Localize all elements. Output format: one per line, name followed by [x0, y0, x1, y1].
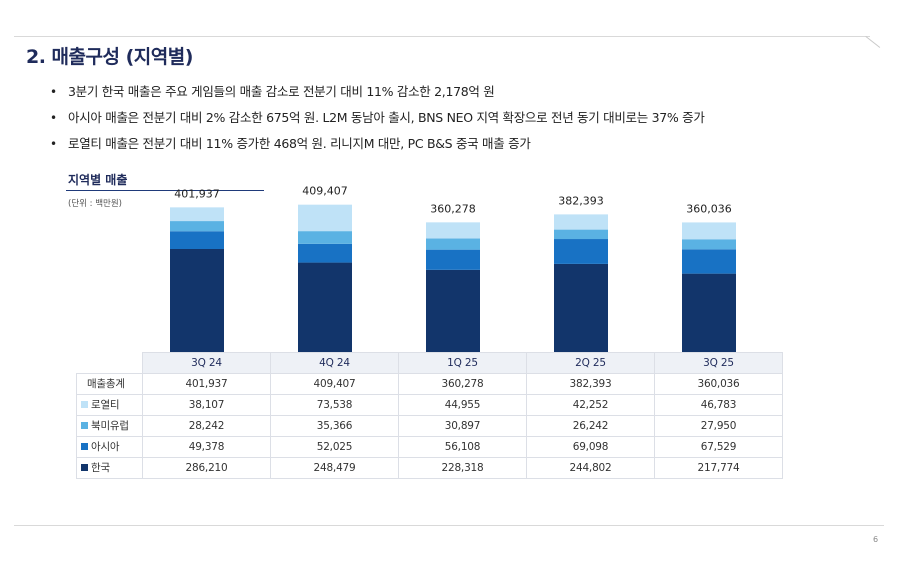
bar-segment-아시아	[682, 249, 736, 274]
table-cell: 56,108	[398, 435, 527, 458]
table-cell: 409,407	[270, 372, 399, 395]
bar-segment-아시아	[426, 249, 480, 270]
table-header-cell: 3Q 25	[654, 352, 783, 374]
stacked-bar-chart: 401,937 409,407 360,278 382,393 360,036	[170, 185, 736, 352]
table-cell: 248,479	[270, 456, 399, 479]
bar-total-label: 360,036	[686, 202, 732, 215]
bar-segment-한국	[298, 262, 352, 352]
table-cell: 42,252	[526, 393, 655, 416]
row-label-text: 로열티	[91, 399, 120, 411]
row-label-text: 아시아	[91, 441, 120, 453]
bar-segment-로열티	[554, 214, 608, 230]
table-cell: 38,107	[142, 393, 271, 416]
table-cell: 27,950	[654, 414, 783, 437]
legend-swatch	[81, 401, 88, 408]
bar-segment-한국	[554, 263, 608, 352]
table-header-row: 3Q 24 4Q 24 1Q 25 2Q 25 3Q 25	[77, 352, 783, 374]
table-cell: 35,366	[270, 414, 399, 437]
table-cell: 401,937	[142, 372, 271, 395]
table-cell: 28,242	[142, 414, 271, 437]
page-title: 2. 매출구성 (지역별)	[26, 46, 193, 68]
table-cell: 286,210	[142, 456, 271, 479]
table-cell: 244,802	[526, 456, 655, 479]
table-cell: 69,098	[526, 435, 655, 458]
table-row-label: 매출총계	[76, 372, 143, 395]
bar-total-label: 409,407	[302, 185, 348, 198]
table-cell: 228,318	[398, 456, 527, 479]
bar-total-label: 382,393	[558, 194, 604, 207]
bar-segment-로열티	[682, 222, 736, 240]
table-row: 북미유럽 28,242 35,366 30,897 26,242 27,950	[76, 414, 783, 437]
table-header-cell: 3Q 24	[142, 352, 271, 374]
bar-segment-북미유럽	[426, 238, 480, 250]
table-cell: 382,393	[526, 372, 655, 395]
summary-bullets: 3분기 한국 매출은 주요 게임들의 매출 감소로 전분기 대비 11% 감소한…	[50, 84, 705, 162]
bar-segment-아시아	[298, 243, 352, 263]
table-cell: 360,278	[398, 372, 527, 395]
bullet-item: 아시아 매출은 전분기 대비 2% 감소한 675억 원. L2M 동남아 출시…	[50, 110, 705, 136]
bar-segment-북미유럽	[298, 231, 352, 244]
bar-segment-한국	[682, 273, 736, 352]
table-cell: 44,955	[398, 393, 527, 416]
bar-segment-북미유럽	[554, 229, 608, 240]
table-row: 매출총계 401,937 409,407 360,278 382,393 360,036	[76, 372, 783, 395]
top-divider	[14, 36, 870, 37]
table-cell: 46,783	[654, 393, 783, 416]
legend-swatch	[81, 443, 88, 450]
table-row: 아시아 49,378 52,025 56,108 69,098 67,529	[76, 435, 783, 458]
table-cell: 73,538	[270, 393, 399, 416]
bar-total-label: 360,278	[430, 202, 476, 215]
bar-segment-한국	[170, 249, 224, 352]
table-header-cell: 4Q 24	[270, 352, 399, 374]
bar-segment-로열티	[298, 204, 352, 232]
bar-segment-북미유럽	[682, 239, 736, 250]
table-header-cell: 1Q 25	[398, 352, 527, 374]
chart-title-underline	[66, 190, 264, 191]
table-cell: 67,529	[654, 435, 783, 458]
bar-segment-아시아	[554, 239, 608, 264]
bar-segment-북미유럽	[170, 221, 224, 232]
row-label-text: 한국	[91, 462, 110, 474]
table-header-cell: 2Q 25	[526, 352, 655, 374]
table-row-label: 북미유럽	[76, 414, 143, 437]
table-row-label: 아시아	[76, 435, 143, 458]
table-row-label: 로열티	[76, 393, 143, 416]
bullet-item: 3분기 한국 매출은 주요 게임들의 매출 감소로 전분기 대비 11% 감소한…	[50, 84, 705, 110]
table-cell: 360,036	[654, 372, 783, 395]
table-row-label: 한국	[76, 456, 143, 479]
table-cell: 30,897	[398, 414, 527, 437]
row-label-text: 북미유럽	[91, 420, 129, 432]
table-corner	[77, 353, 143, 374]
table-row: 로열티 38,107 73,538 44,955 42,252 46,783	[76, 393, 783, 416]
bar-segment-로열티	[170, 207, 224, 222]
bar-segment-한국	[426, 269, 480, 352]
bottom-divider	[14, 525, 884, 526]
bullet-item: 로열티 매출은 전분기 대비 11% 증가한 468억 원. 리니지M 대만, …	[50, 136, 705, 162]
page-number: 6	[873, 535, 879, 544]
table-cell: 26,242	[526, 414, 655, 437]
data-table: 3Q 24 4Q 24 1Q 25 2Q 25 3Q 25 매출총계 401,93…	[76, 352, 783, 479]
table-cell: 217,774	[654, 456, 783, 479]
bar-segment-로열티	[426, 222, 480, 239]
chart-title: 지역별 매출	[68, 173, 128, 187]
bar-total-label: 401,937	[174, 187, 220, 200]
legend-swatch	[81, 464, 88, 471]
row-label-text: 매출총계	[87, 378, 125, 390]
legend-swatch	[81, 422, 88, 429]
table-row: 한국 286,210 248,479 228,318 244,802 217,774	[76, 456, 783, 479]
table-cell: 49,378	[142, 435, 271, 458]
table-cell: 52,025	[270, 435, 399, 458]
bar-segment-아시아	[170, 231, 224, 249]
unit-label: (단위 : 백만원)	[68, 199, 123, 209]
